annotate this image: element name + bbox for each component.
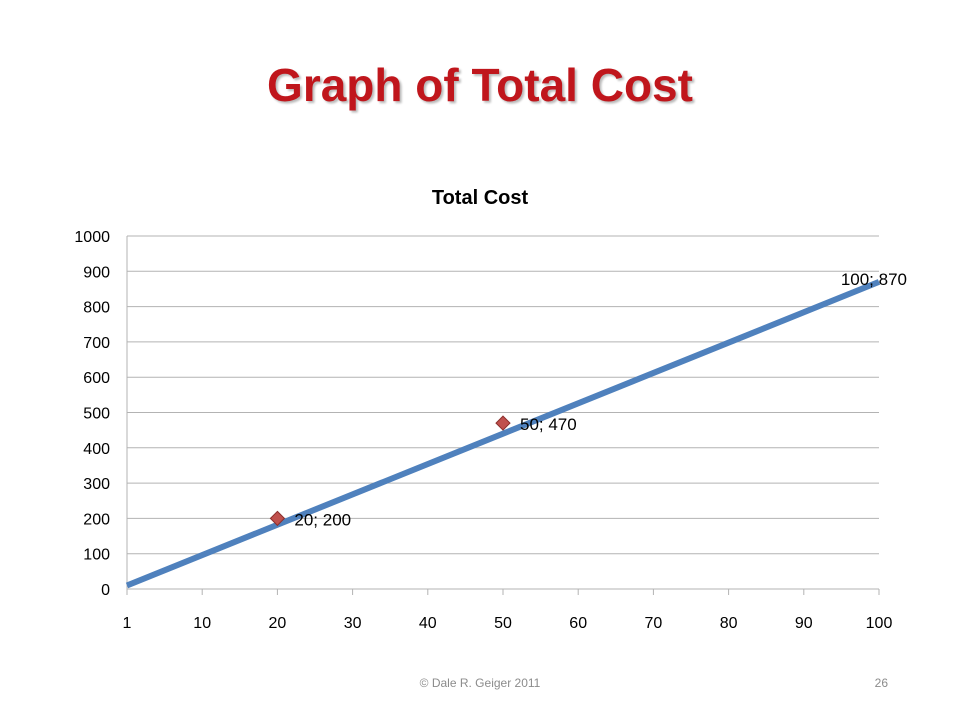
y-tick-label: 200 bbox=[83, 511, 110, 528]
y-tick-label: 800 bbox=[83, 300, 110, 317]
y-tick-label: 400 bbox=[83, 441, 110, 458]
footer-credit: © Dale R. Geiger 2011 bbox=[419, 676, 541, 690]
x-tick-label: 50 bbox=[494, 615, 512, 632]
data-label: 20; 200 bbox=[294, 510, 351, 529]
data-label: 100; 870 bbox=[841, 270, 907, 289]
y-tick-label: 500 bbox=[83, 406, 110, 423]
page-number: 26 bbox=[874, 676, 888, 690]
axes: 0 100 200 300 400 500 600 700 800 900 1000 1 10 20 30 4… bbox=[74, 229, 892, 632]
x-tick-label: 10 bbox=[193, 615, 211, 632]
x-tick-label: 80 bbox=[720, 615, 738, 632]
x-tick-label: 1 bbox=[123, 615, 132, 632]
y-tick-label: 600 bbox=[83, 370, 110, 387]
x-tick-label: 60 bbox=[569, 615, 587, 632]
series-layer bbox=[125, 279, 881, 589]
total-cost-line bbox=[125, 279, 881, 589]
y-tick-label: 900 bbox=[83, 264, 110, 281]
data-point-marker bbox=[495, 415, 511, 431]
y-tick-label: 700 bbox=[83, 335, 110, 352]
y-tick-label: 0 bbox=[101, 582, 110, 599]
y-tick-label: 300 bbox=[83, 476, 110, 493]
x-tick-label: 30 bbox=[344, 615, 362, 632]
data-label: 50; 470 bbox=[520, 415, 577, 434]
data-labels: 20; 200 50; 470 100; 870 bbox=[294, 270, 907, 530]
x-tick-label: 40 bbox=[419, 615, 437, 632]
x-tick-label: 70 bbox=[645, 615, 663, 632]
y-tick-label: 1000 bbox=[74, 229, 110, 246]
slide-title: Graph of Total Cost bbox=[267, 59, 693, 111]
y-tick-label: 100 bbox=[83, 547, 110, 564]
x-tick-label: 90 bbox=[795, 615, 813, 632]
x-tick-label: 100 bbox=[866, 615, 893, 632]
x-tick-label: 20 bbox=[269, 615, 287, 632]
chart-title: Total Cost bbox=[432, 187, 529, 209]
gridlines bbox=[127, 235, 879, 590]
data-point-marker bbox=[269, 510, 286, 527]
